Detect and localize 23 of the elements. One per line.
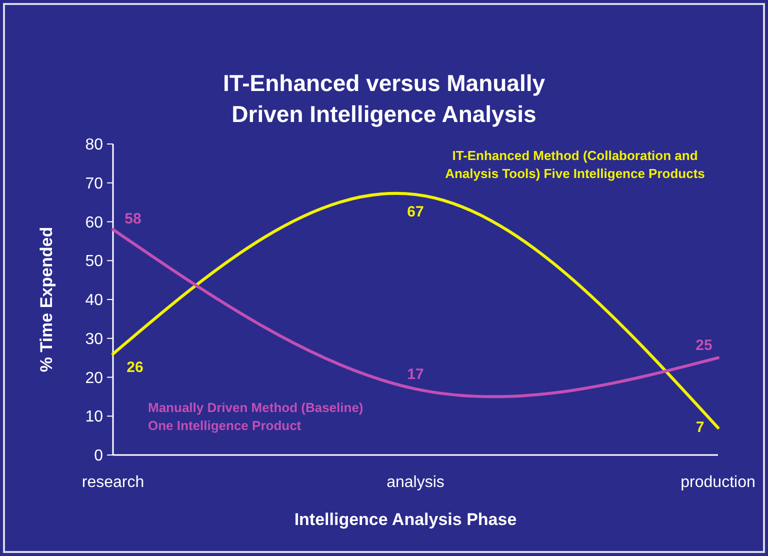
series-label: IT-Enhanced Method (Collaboration and Analysis Tools) Five Intelligence Products — [445, 148, 705, 181]
y-tick-label: 0 — [94, 448, 104, 465]
y-tick-label: 70 — [85, 175, 104, 192]
data-label: 26 — [126, 358, 144, 376]
x-tick-label: analysis — [386, 474, 444, 491]
x-tick-label: research — [82, 474, 144, 491]
data-label: 67 — [407, 204, 424, 221]
data-label: 25 — [696, 336, 712, 354]
y-tick-label: 80 — [85, 136, 104, 154]
y-tick-label: 20 — [85, 370, 104, 387]
data-label: 17 — [407, 366, 424, 383]
x-tick-label: production — [680, 474, 756, 491]
y-tick-label: 60 — [85, 214, 104, 232]
y-tick-label: 10 — [85, 408, 104, 426]
data-label: 7 — [696, 418, 704, 436]
y-tick-label: 40 — [85, 292, 104, 310]
y-axis-title: % Time Expended — [37, 226, 56, 372]
series-label: Manually Driven Method (Baseline) One Intelligence Product — [148, 400, 364, 433]
data-label: 58 — [124, 210, 142, 228]
y-tick-label: 30 — [85, 330, 104, 348]
y-tick-label: 50 — [85, 253, 104, 270]
chart-title: IT-Enhanced versus Manually Driven Intelligence Analysis — [222, 69, 546, 129]
x-axis-title: Intelligence Analysis Phase — [294, 510, 517, 529]
